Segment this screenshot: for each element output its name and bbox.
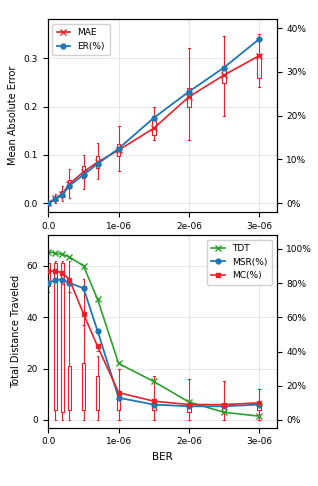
Y-axis label: Mean Absolute Error: Mean Absolute Error (8, 66, 18, 165)
Legend: MAE, ER(%): MAE, ER(%) (52, 24, 109, 55)
X-axis label: BER: BER (152, 452, 173, 462)
Y-axis label: Total Distance Traveled: Total Distance Traveled (11, 275, 21, 388)
X-axis label: BER: BER (152, 236, 173, 246)
Text: (a) network reliability metrics: (a) network reliability metrics (75, 274, 249, 287)
Legend: TDT, MSR(%), MC(%): TDT, MSR(%), MC(%) (207, 240, 272, 285)
